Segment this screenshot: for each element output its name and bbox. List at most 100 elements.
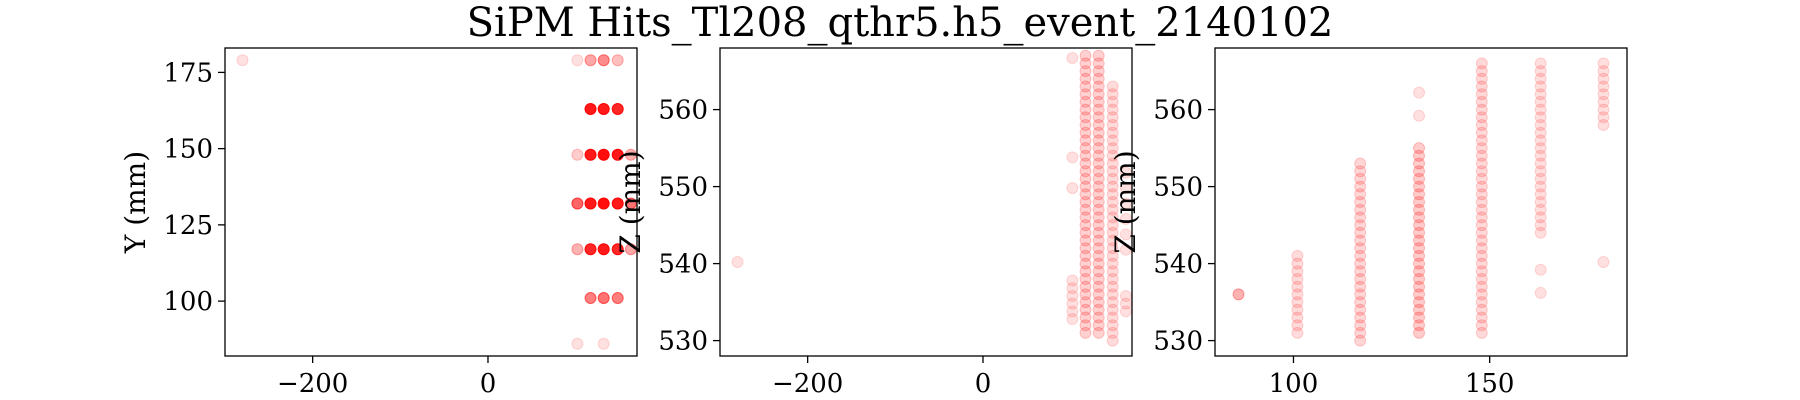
hit-point bbox=[1475, 242, 1488, 255]
hit-point bbox=[1413, 265, 1426, 278]
hit-point bbox=[1291, 249, 1304, 262]
hit-point bbox=[1475, 88, 1488, 101]
hit-point bbox=[1092, 149, 1105, 162]
hit-point bbox=[1475, 203, 1488, 216]
hit-point bbox=[1291, 326, 1304, 339]
hit-point bbox=[1092, 172, 1105, 185]
hit-point bbox=[1475, 134, 1488, 147]
hit-point bbox=[1354, 265, 1367, 278]
hit-point bbox=[1534, 57, 1547, 70]
hit-point bbox=[597, 148, 610, 161]
hit-point bbox=[1092, 296, 1105, 309]
hit-point bbox=[597, 197, 610, 210]
hit-point bbox=[1413, 142, 1426, 155]
hit-point bbox=[1534, 203, 1547, 216]
hit-point bbox=[1475, 119, 1488, 131]
hit-point bbox=[584, 197, 597, 210]
hit-point bbox=[1079, 95, 1092, 108]
hit-point bbox=[1079, 172, 1092, 185]
hit-point bbox=[1413, 257, 1426, 270]
hit-point bbox=[1534, 103, 1547, 116]
hit-point bbox=[1079, 111, 1092, 124]
hit-point bbox=[1092, 111, 1105, 124]
axes-frame bbox=[1214, 47, 1628, 357]
hit-point bbox=[1092, 242, 1105, 255]
hit-point bbox=[1413, 172, 1426, 185]
hit-point bbox=[1079, 126, 1092, 139]
scatter-panel-2: −200 0 530 540 550 560 Z (mm) bbox=[614, 47, 1133, 399]
hit-point bbox=[1092, 265, 1105, 278]
hit-point bbox=[1413, 219, 1426, 232]
hit-point bbox=[1475, 111, 1488, 124]
hit-point bbox=[1597, 111, 1610, 124]
hit-point bbox=[571, 197, 584, 210]
hit-point bbox=[1092, 95, 1105, 108]
hit-point bbox=[1079, 203, 1092, 216]
hit-point bbox=[1079, 80, 1092, 93]
scatter-panel-1: −200 0 100 125 150 175 Y (mm) bbox=[119, 47, 638, 399]
hit-point bbox=[1079, 72, 1092, 85]
hit-point bbox=[1079, 65, 1092, 78]
hit-point bbox=[1475, 319, 1488, 332]
hit-point bbox=[1534, 111, 1547, 124]
hit-point bbox=[1106, 95, 1119, 108]
hit-point bbox=[1079, 226, 1092, 239]
hit-point bbox=[1534, 219, 1547, 232]
hit-point bbox=[1597, 119, 1610, 131]
hit-point bbox=[1092, 88, 1105, 101]
x-tick-label: 150 bbox=[1465, 369, 1515, 399]
hit-point bbox=[1291, 319, 1304, 332]
hit-point bbox=[1354, 180, 1367, 193]
hit-point bbox=[1291, 288, 1304, 301]
hit-point bbox=[571, 148, 584, 161]
axes-frame bbox=[224, 47, 638, 357]
hit-point bbox=[1066, 52, 1079, 65]
hit-point bbox=[1092, 303, 1105, 316]
hit-point bbox=[1092, 157, 1105, 170]
hit-point bbox=[1354, 188, 1367, 201]
hit-point bbox=[1079, 165, 1092, 178]
hit-point bbox=[1092, 57, 1105, 70]
hit-point bbox=[1079, 149, 1092, 162]
hit-point bbox=[1092, 234, 1105, 247]
hit-point bbox=[1475, 257, 1488, 270]
hit-point bbox=[1354, 234, 1367, 247]
hit-point bbox=[1413, 203, 1426, 216]
y-axis-label: Z (mm) bbox=[614, 150, 647, 253]
hit-point bbox=[1354, 157, 1367, 170]
hit-point bbox=[1534, 165, 1547, 178]
scatter-panel-3: 100 150 530 540 550 560 Z (mm) bbox=[1109, 47, 1628, 399]
hit-point bbox=[1232, 288, 1245, 301]
hit-point bbox=[1354, 319, 1367, 332]
hit-point bbox=[1106, 142, 1119, 155]
hit-point bbox=[597, 337, 610, 350]
hit-point bbox=[1106, 234, 1119, 247]
hit-point bbox=[597, 54, 610, 67]
hit-point bbox=[1066, 305, 1079, 318]
hit-point bbox=[1092, 65, 1105, 78]
hit-point bbox=[1092, 273, 1105, 285]
hit-point bbox=[1475, 288, 1488, 301]
hit-point bbox=[1092, 249, 1105, 262]
hit-point bbox=[1413, 288, 1426, 301]
hit-point bbox=[1597, 88, 1610, 101]
hit-point bbox=[1066, 313, 1079, 326]
hit-point bbox=[1079, 265, 1092, 278]
hit-point bbox=[1597, 65, 1610, 78]
hit-point bbox=[1354, 196, 1367, 208]
figure-title: SiPM Hits_Tl208_qthr5.h5_event_2140102 bbox=[466, 0, 1334, 46]
hit-point bbox=[1354, 165, 1367, 178]
hit-point bbox=[1354, 249, 1367, 262]
hit-point bbox=[1534, 188, 1547, 201]
hit-point bbox=[1291, 273, 1304, 285]
hit-point bbox=[611, 197, 624, 210]
hit-point bbox=[1066, 182, 1079, 195]
hit-point bbox=[1354, 334, 1367, 347]
hit-point bbox=[1092, 196, 1105, 208]
hit-point bbox=[584, 243, 597, 256]
hit-point bbox=[1534, 172, 1547, 185]
hit-point bbox=[1079, 211, 1092, 224]
hit-point bbox=[1475, 165, 1488, 178]
y-tick-label: 560 bbox=[658, 96, 708, 126]
